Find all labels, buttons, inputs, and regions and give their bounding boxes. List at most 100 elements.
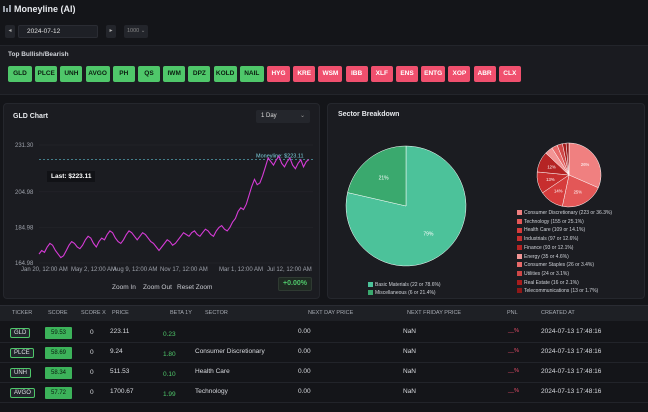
zoom-in-button[interactable]: Zoom In <box>112 284 136 291</box>
next-day-price-cell: 0.00 <box>298 328 311 335</box>
ticker-cell[interactable]: AVGO <box>10 388 35 398</box>
gld-line-chart[interactable]: Moneyline: $223.11 231.30 204.98 184.98 164… <box>3 135 320 275</box>
table-row[interactable] <box>0 323 648 343</box>
ticker-cell[interactable]: PLCE <box>10 348 34 358</box>
pnl-cell: __% <box>508 368 520 374</box>
legend-item: Consumer Discretionary (223 or 36.3%) <box>517 210 612 216</box>
ticker-tag-unh[interactable]: UNH <box>60 66 83 82</box>
legend-swatch <box>517 218 522 224</box>
legend-item: Energy (35 or 4.6%) <box>517 254 569 260</box>
y-tick-label: 184.98 <box>15 225 34 231</box>
ticker-tag-ens[interactable]: ENS <box>396 66 418 82</box>
legend-label: Consumer Discretionary (223 or 36.3%) <box>524 210 613 216</box>
legend-swatch <box>517 279 522 285</box>
ticker-tag-gld[interactable]: GLD <box>8 66 32 82</box>
legend-item: Finance (93 or 12.1%) <box>517 245 573 251</box>
table-row[interactable] <box>0 383 648 403</box>
beta-cell: 0.23 <box>163 331 176 338</box>
column-header-next-friday-price[interactable]: NEXT FRIDAY PRICE <box>407 310 462 316</box>
column-header-price[interactable]: PRICE <box>112 310 129 316</box>
ticker-tag-iwm[interactable]: IWM <box>163 66 186 82</box>
y-tick-label: 164.98 <box>15 261 34 267</box>
period-select[interactable]: 1 Day ⌄ <box>256 110 310 123</box>
ticker-tag-dpz[interactable]: DPZ <box>188 66 211 82</box>
x-tick-label: Mar 1, 12:00 AM <box>219 267 263 273</box>
legend-label: Real Estate (16 or 2.1%) <box>524 279 579 286</box>
legend-swatch <box>517 262 522 268</box>
ticker-tag-nail[interactable]: NAIL <box>239 66 264 82</box>
next-friday-price-cell: NaN <box>403 388 417 395</box>
app-logo-icon <box>3 5 11 12</box>
column-header-next-day-price[interactable]: NEXT DAY PRICE <box>308 310 354 316</box>
table-row[interactable] <box>0 363 648 383</box>
column-header-beta-1y[interactable]: BETA 1Y <box>170 310 192 316</box>
legend-item: Basic Materials (22 or 78.6%) <box>368 282 441 288</box>
column-header-ticker[interactable]: TICKER <box>12 310 33 316</box>
column-header-sector[interactable]: SECTOR <box>205 310 228 316</box>
ticker-tag-xop[interactable]: XOP <box>448 66 471 82</box>
price-cell: 1700.67 <box>110 388 134 395</box>
limit-select[interactable]: 1000 ⌄ <box>124 25 148 38</box>
column-header-pnl[interactable]: PNL <box>507 310 518 316</box>
ticker-tag-ibb[interactable]: IBB <box>345 66 368 82</box>
score-x-cell: 0 <box>90 329 94 336</box>
ticker-tag-abr[interactable]: ABR <box>473 66 496 82</box>
reset-zoom-button[interactable]: Reset Zoom <box>177 284 213 291</box>
next-friday-price-cell: NaN <box>403 348 417 355</box>
sector-title: Sector Breakdown <box>338 111 400 118</box>
pnl-cell: __% <box>508 348 520 354</box>
pie-slice-label: 13% <box>546 177 555 182</box>
beta-cell: 1.80 <box>163 351 176 358</box>
price-cell: 223.11 <box>110 328 130 335</box>
sector-cell: Health Care <box>195 368 230 375</box>
ticker-tag-plce[interactable]: PLCE <box>35 66 58 82</box>
x-tick-label: May 2, 12:00 AM <box>71 267 116 273</box>
legend-label: Finance (93 or 12.1%) <box>524 244 574 251</box>
column-header-score[interactable]: SCORE <box>48 310 68 316</box>
ticker-cell[interactable]: UNH <box>10 368 31 378</box>
zoom-out-button[interactable]: Zoom Out <box>143 284 172 291</box>
pie-slice-label: 25% <box>574 190 583 195</box>
legend-item: Telecommunications (13 or 1.7%) <box>517 288 598 294</box>
date-input[interactable]: 2024-07-12 <box>18 25 98 38</box>
table-row[interactable] <box>0 343 648 363</box>
ticker-cell[interactable]: GLD <box>10 328 31 338</box>
column-header-created-at[interactable]: CREATED AT <box>541 310 575 316</box>
score-x-cell: 0 <box>90 349 94 356</box>
legend-label: Industrials (97 or 12.6%) <box>524 236 579 243</box>
column-header-score-x[interactable]: SCORE X <box>81 310 106 316</box>
ticker-tag-hyg[interactable]: HYG <box>267 66 290 82</box>
legend-label: Consumer Staples (26 or 3.4%) <box>524 262 595 269</box>
period-value: 1 Day <box>261 113 277 119</box>
ticker-tag-ph[interactable]: PH <box>112 66 135 82</box>
legend-label: Health Care (109 or 14.1%) <box>524 227 586 234</box>
gld-chart-card <box>3 103 320 299</box>
price-series-line <box>38 155 310 259</box>
y-tick-label: 204.98 <box>15 190 34 196</box>
legend-item: Consumer Staples (26 or 3.4%) <box>517 262 594 268</box>
created-at-cell: 2024-07-13 17:48:16 <box>541 348 602 355</box>
score-cell: 57.72 <box>45 387 72 399</box>
ticker-tag-avgo[interactable]: AVGO <box>85 66 110 82</box>
ticker-tag-qs[interactable]: QS <box>138 66 160 82</box>
ticker-tag-kre[interactable]: KRE <box>293 66 316 82</box>
prev-date-button[interactable]: ◂ <box>5 25 15 38</box>
title-bar: Moneyline (AI) <box>0 0 648 20</box>
small-pie-chart: 26% 25% 14% 13% 12% <box>536 142 602 208</box>
legend-label: Utilities (24 or 3.1%) <box>524 270 570 277</box>
ticker-tag-entg[interactable]: ENTG <box>421 66 446 82</box>
next-date-button[interactable]: ▸ <box>106 25 116 38</box>
pnl-cell: __% <box>508 328 520 334</box>
pnl-cell: __% <box>508 388 520 394</box>
ticker-tag-clx[interactable]: CLX <box>498 66 521 82</box>
score-cell: 59.53 <box>45 327 72 339</box>
app-title: Moneyline (AI) <box>14 4 76 14</box>
ticker-tag-xlf[interactable]: XLF <box>370 66 393 82</box>
ticker-tag-wsm[interactable]: WSM <box>318 66 343 82</box>
x-tick-label: Jul 12, 12:00 AM <box>267 267 312 273</box>
sector-pies: 79% 21% 26% 25% 14% 13% 12% <box>345 142 602 267</box>
price-cell: 511.53 <box>110 368 130 375</box>
beta-cell: 0.10 <box>163 371 176 378</box>
ticker-tag-kold[interactable]: KOLD <box>213 66 237 82</box>
next-day-price-cell: 0.00 <box>298 348 311 355</box>
